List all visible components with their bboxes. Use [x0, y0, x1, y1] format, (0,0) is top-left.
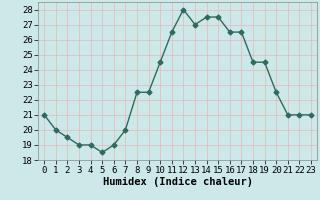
X-axis label: Humidex (Indice chaleur): Humidex (Indice chaleur)	[103, 177, 252, 187]
